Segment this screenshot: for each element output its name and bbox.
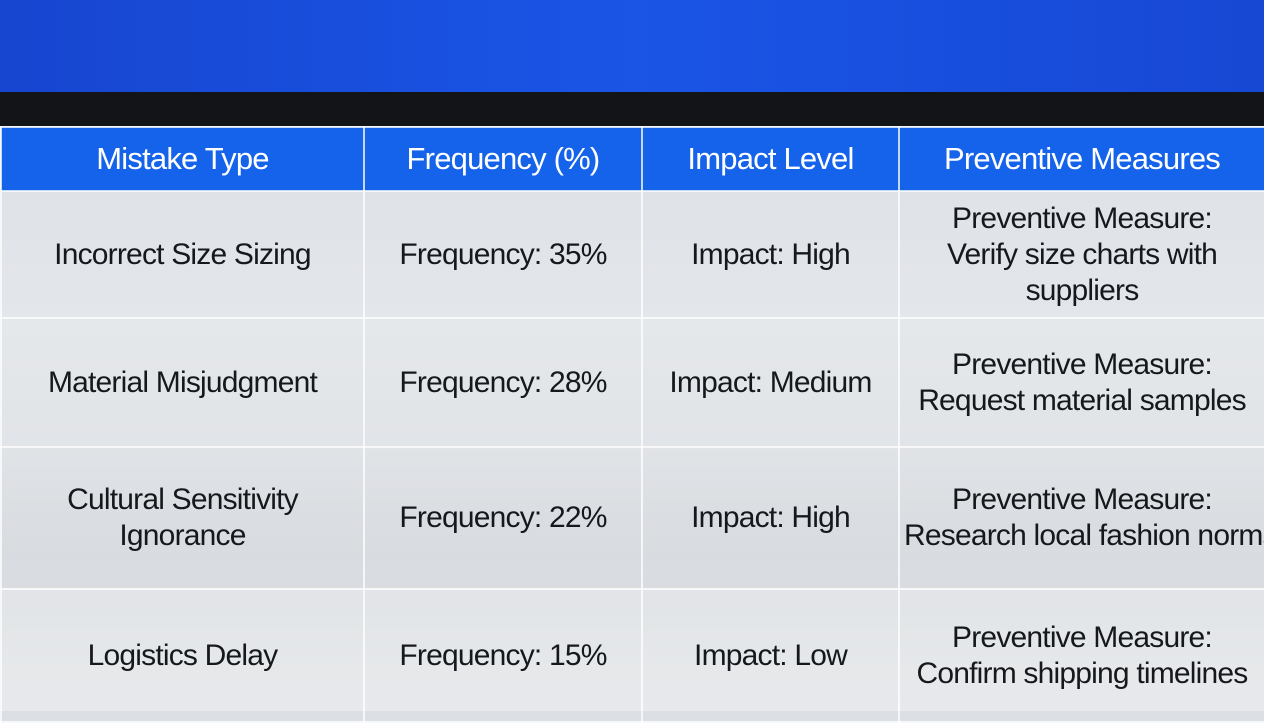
header-cell: Mistake Type [0,126,365,192]
frequency-cell: Frequency: 22% [363,446,643,590]
header-cell: Preventive Measures [898,126,1264,192]
mistake-cell: Material Misjudgment [0,317,365,448]
table-row: Incorrect Size Sizing Frequency: 35% Impac… [0,190,1264,319]
frequency-cell: Frequency: 15% [363,588,643,723]
measure-cell: Preventive Measure: Research local fashio… [898,446,1264,590]
measure-line: Preventive Measure: [952,620,1213,654]
frequency-cell: Frequency: 35% [363,190,643,319]
measure-cell: Preventive Measure: Confirm shipping time… [898,588,1264,723]
measure-line: suppliers [1025,273,1140,307]
impact-cell: Impact: High [641,446,900,590]
mistakes-table: Mistake Type Frequency (%) Impact Level Pre… [0,126,1264,723]
black-band [0,92,1264,126]
measure-line: Preventive Measure: [952,201,1213,235]
top-band [0,0,1264,92]
table-row: Material Misjudgment Frequency: 28% Impact… [0,317,1264,448]
header-cell: Frequency (%) [363,126,643,192]
mistake-cell: Logistics Delay [0,588,365,723]
measure-line: Preventive Measure: [952,483,1213,516]
header-cell: Impact Level [641,126,900,192]
impact-cell: Impact: Medium [641,317,900,448]
mistake-cell: Incorrect Size Sizing [0,190,365,319]
measure-cell: Preventive Measure: Verify size charts wi… [898,190,1264,319]
measure-line: Request material samples [918,383,1246,417]
measure-line: Verify size charts with [946,237,1218,271]
impact-cell: Impact: High [641,190,900,319]
table-row: Logistics Delay Frequency: 15% Impact: Low… [0,588,1264,723]
header-row: Mistake Type Frequency (%) Impact Level Pre… [0,126,1264,192]
impact-cell: Impact: Low [641,588,900,723]
mistake-cell: Cultural Sensitivity Ignorance [0,446,365,590]
frequency-cell: Frequency: 28% [363,317,643,448]
measure-line: Preventive Measure: [952,347,1213,381]
measure-cell: Preventive Measure: Request material samp… [898,317,1264,448]
measure-line: Research local fashion norms [904,519,1264,552]
measure-line: Confirm shipping timelines [916,656,1248,690]
table-row: Cultural Sensitivity Ignorance Frequency:… [0,446,1264,590]
